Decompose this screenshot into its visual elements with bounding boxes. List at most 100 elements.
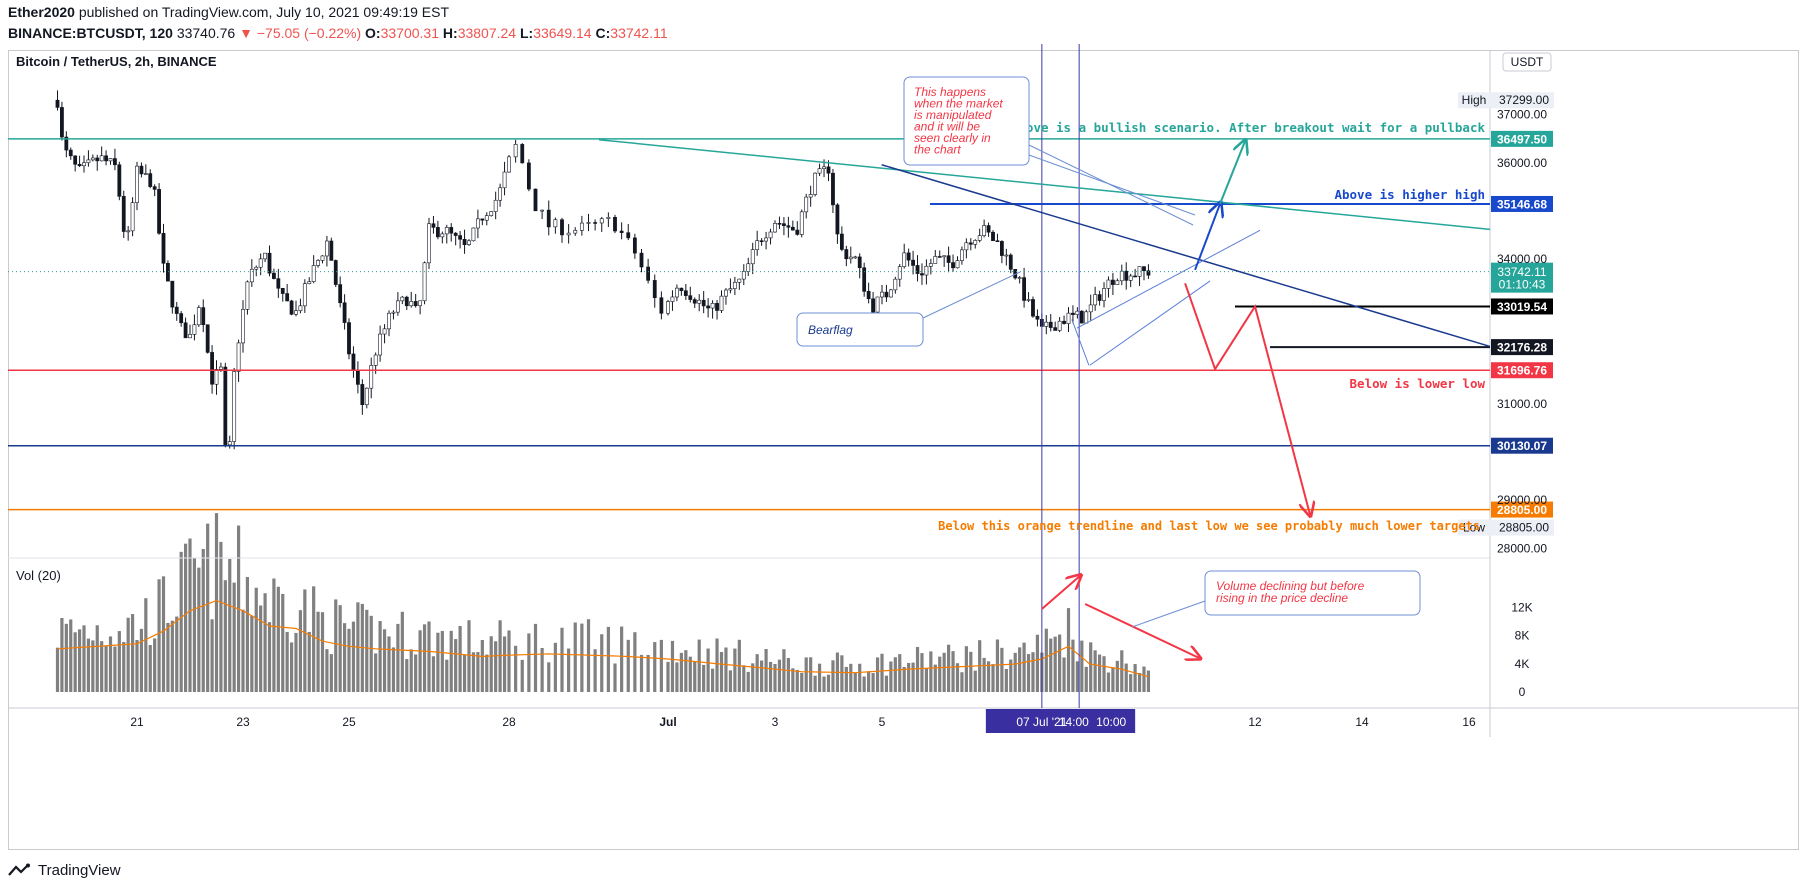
volume-bar bbox=[817, 663, 822, 692]
volume-bar bbox=[449, 630, 453, 692]
volume-bar bbox=[884, 675, 889, 692]
candle-body bbox=[1026, 299, 1031, 301]
candle-body bbox=[1057, 320, 1062, 331]
candle-body bbox=[866, 291, 871, 300]
volume-bar bbox=[1146, 670, 1151, 692]
volume-bar bbox=[334, 599, 338, 692]
close-value: 33742.11 bbox=[610, 25, 668, 41]
level-label: 36497.50 bbox=[1497, 132, 1547, 146]
volume-bar bbox=[1071, 639, 1075, 692]
volume-bar bbox=[369, 615, 373, 692]
volume-callout-text: rising in the price decline bbox=[1216, 591, 1348, 605]
candle-body bbox=[1079, 310, 1084, 324]
candle-body bbox=[688, 295, 693, 300]
candle-body bbox=[1142, 266, 1146, 272]
candle-body bbox=[1031, 299, 1035, 317]
candle-body bbox=[906, 252, 911, 261]
candle-body bbox=[728, 288, 733, 291]
candle-body bbox=[946, 255, 951, 263]
candle-body bbox=[148, 173, 153, 187]
candle-body bbox=[1048, 321, 1053, 328]
volume-bar bbox=[1026, 654, 1031, 692]
volume-bar bbox=[862, 676, 866, 692]
candle-body bbox=[498, 187, 503, 201]
high-value: 33807.24 bbox=[457, 25, 517, 41]
candle-body bbox=[795, 229, 800, 235]
candle-body bbox=[692, 299, 697, 304]
volume-bar bbox=[1000, 647, 1004, 692]
candle-body bbox=[174, 306, 179, 314]
volume-bar bbox=[126, 617, 130, 692]
candle-body bbox=[1035, 315, 1040, 320]
open-label: O: bbox=[365, 25, 381, 41]
volume-bar bbox=[440, 630, 444, 692]
volume-tick-label: 8K bbox=[1515, 629, 1530, 643]
candle-body bbox=[1008, 254, 1013, 270]
candle-body bbox=[480, 218, 485, 221]
candle-body bbox=[475, 218, 480, 229]
candle-body bbox=[489, 211, 494, 216]
manipulated-callout bbox=[903, 76, 1030, 166]
candle-body bbox=[613, 217, 617, 232]
volume-bar bbox=[342, 623, 347, 692]
high-label: H: bbox=[442, 25, 458, 41]
candle-body bbox=[236, 342, 241, 372]
volume-bar bbox=[907, 662, 911, 692]
bullish-annotation: Above is a bullish scenario. After break… bbox=[1011, 120, 1486, 135]
volume-bar bbox=[1133, 664, 1137, 692]
candle-body bbox=[960, 249, 964, 261]
candle-body bbox=[759, 240, 764, 242]
candle-body bbox=[764, 237, 768, 242]
publisher-name[interactable]: Ether2020 bbox=[8, 4, 75, 20]
volume-bar bbox=[1084, 666, 1088, 692]
volume-bar bbox=[646, 654, 650, 692]
candle-body bbox=[937, 256, 942, 258]
volume-bar bbox=[826, 674, 831, 692]
candle-body bbox=[64, 136, 69, 151]
candle-body bbox=[942, 255, 947, 258]
candle-body bbox=[307, 281, 312, 284]
candle-body bbox=[294, 310, 298, 315]
volume-bar bbox=[898, 654, 902, 692]
candle-body bbox=[553, 219, 558, 228]
volume-bar bbox=[684, 650, 688, 692]
tradingview-logo-icon bbox=[8, 863, 30, 876]
candle-body bbox=[1102, 288, 1106, 301]
candle-body bbox=[1146, 270, 1151, 276]
volume-bar bbox=[653, 642, 657, 692]
volume-callout bbox=[1204, 570, 1421, 616]
candle-body bbox=[99, 155, 104, 162]
higher-high-arrow bbox=[1194, 204, 1220, 271]
volume-bar bbox=[95, 625, 99, 692]
candle-body bbox=[422, 262, 427, 302]
volume-bar bbox=[409, 649, 413, 692]
volume-bar bbox=[418, 630, 422, 692]
volume-bar bbox=[1022, 642, 1026, 692]
volume-bar bbox=[480, 639, 484, 692]
candle-body bbox=[316, 260, 320, 266]
volume-bar bbox=[800, 672, 804, 692]
candle-body bbox=[1062, 320, 1066, 324]
volume-bar bbox=[298, 610, 303, 692]
candle-body bbox=[364, 387, 369, 405]
candle-body bbox=[453, 232, 458, 236]
candle-body bbox=[409, 301, 414, 307]
candle-body bbox=[639, 252, 644, 268]
volume-bar bbox=[693, 661, 697, 692]
footer-brand[interactable]: TradingView bbox=[8, 862, 121, 879]
candle-body bbox=[205, 324, 210, 353]
candle-body bbox=[968, 242, 973, 245]
candle-body bbox=[632, 237, 637, 254]
candle-body bbox=[449, 227, 454, 234]
candle-body bbox=[223, 366, 228, 446]
volume-bar bbox=[307, 631, 311, 692]
volume-bar bbox=[188, 538, 192, 692]
blue-trendline bbox=[881, 164, 1491, 348]
volume-bar bbox=[382, 629, 387, 692]
candle-body bbox=[573, 230, 578, 234]
candle-body bbox=[546, 209, 551, 228]
candle-body bbox=[831, 172, 835, 206]
bearish-arrow bbox=[1184, 282, 1310, 514]
volume-bar bbox=[223, 580, 227, 692]
